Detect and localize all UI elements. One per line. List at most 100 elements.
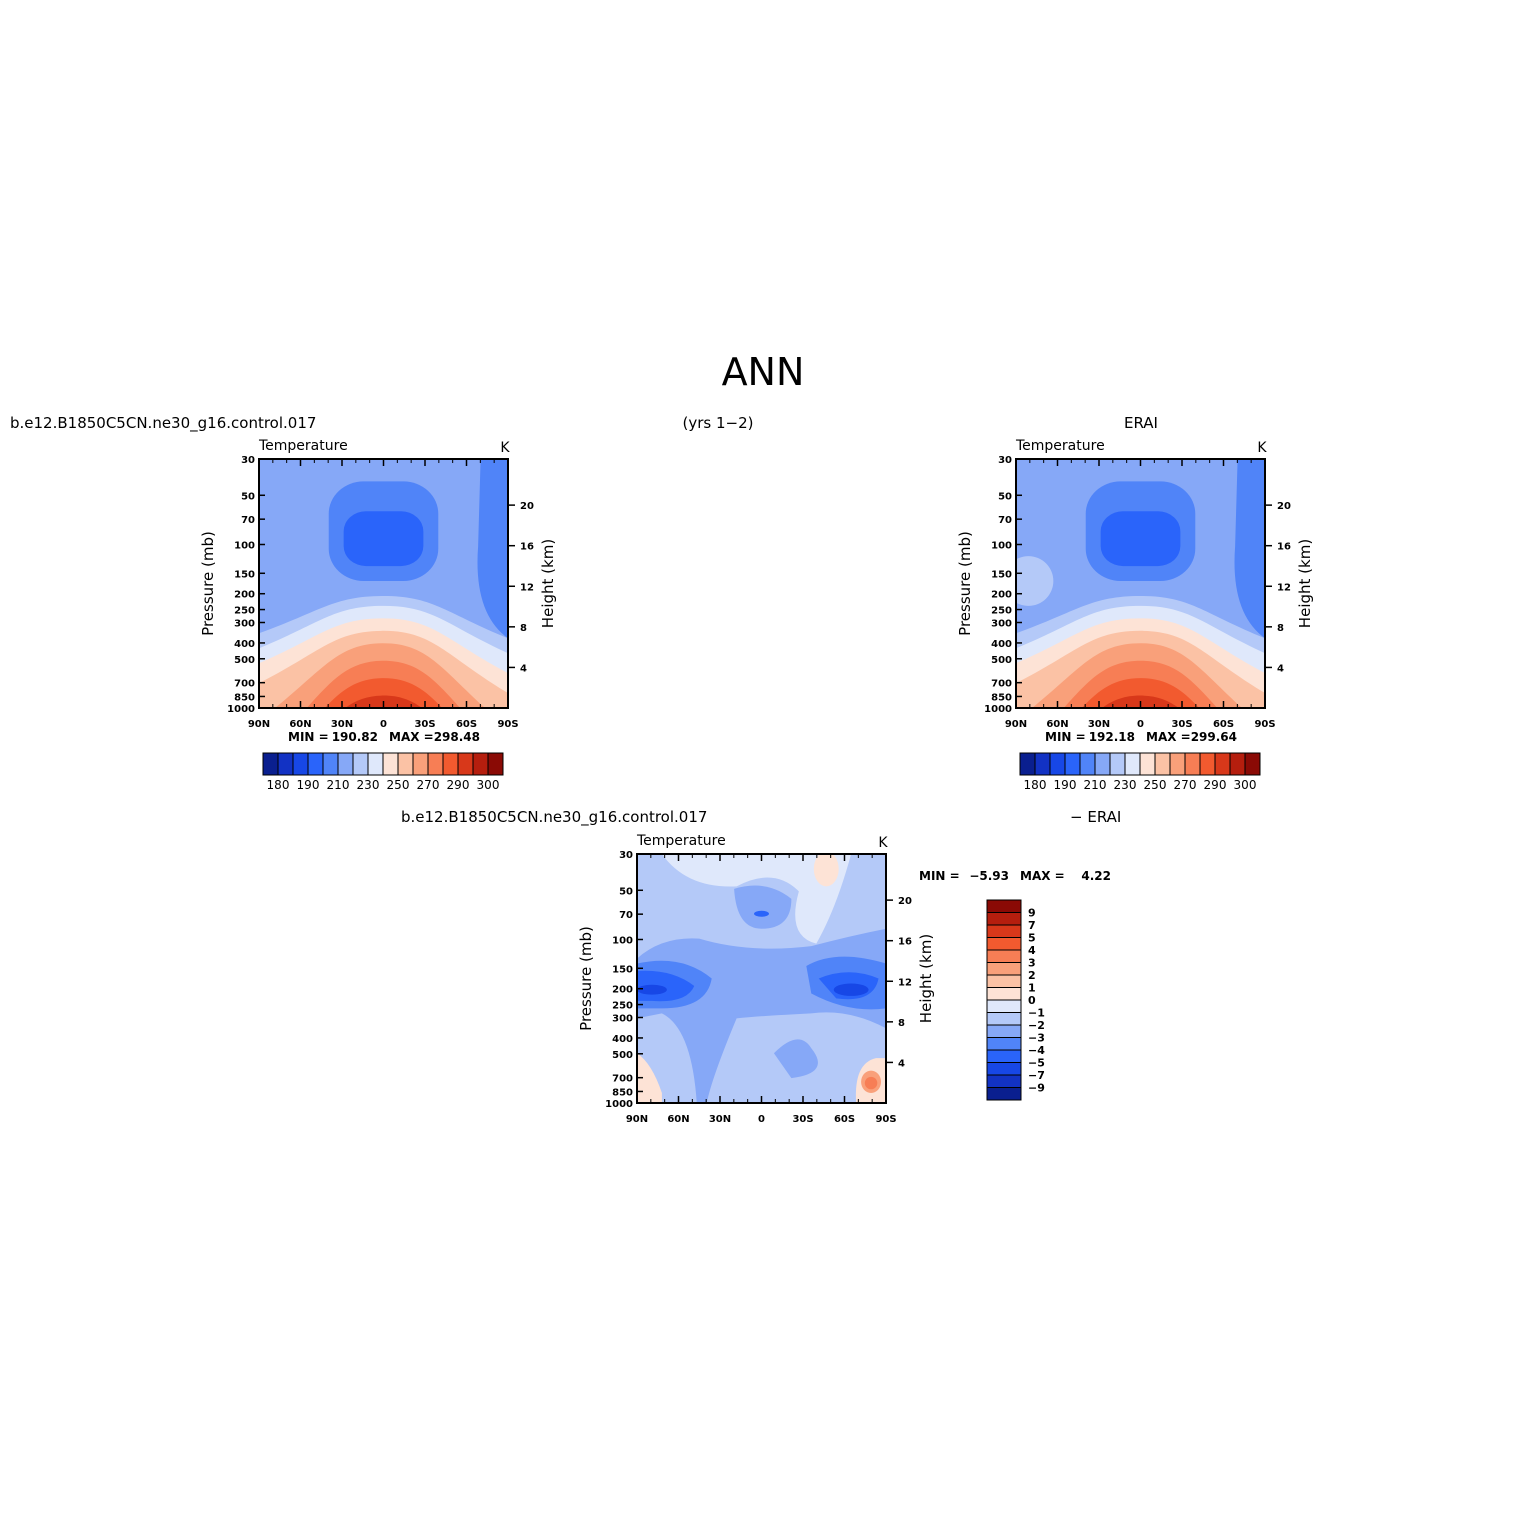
pressure-tick-label: 150 <box>234 569 255 580</box>
colorbar-swatch <box>986 949 1022 963</box>
height-tick-label: 4 <box>520 663 527 674</box>
colorbar-swatch <box>986 912 1022 926</box>
colorbar-label: 230 <box>357 778 380 792</box>
max-value: 4.22 <box>1081 869 1111 883</box>
pressure-tick-label: 500 <box>234 655 255 666</box>
pressure-tick-label: 250 <box>234 606 255 617</box>
colorbar-label: 1 <box>1028 982 1036 995</box>
contour-band-200 <box>343 511 424 567</box>
colorbar-label: 0 <box>1028 994 1036 1007</box>
colorbar-label: 180 <box>267 778 290 792</box>
colorbar-label: 300 <box>477 778 500 792</box>
colorbar-label: 210 <box>327 778 350 792</box>
lat-tick-label: 30N <box>1088 719 1110 730</box>
pressure-tick-label: 150 <box>991 569 1012 580</box>
pressure-tick-label: 70 <box>998 515 1012 526</box>
colorbar-swatch <box>1034 752 1051 776</box>
height-tick-label: 20 <box>520 501 534 512</box>
colorbar-label: 300 <box>1234 778 1257 792</box>
variable-label: Temperature <box>636 833 726 849</box>
colorbar-swatch <box>442 752 459 776</box>
lat-tick-label: 0 <box>380 719 387 730</box>
height-tick-label: 16 <box>520 542 534 553</box>
colorbar-swatch <box>412 752 429 776</box>
panel-diff: 305070100150200250300400500700850100090N… <box>577 833 1111 1125</box>
colorbar-swatch <box>262 752 279 776</box>
y-axis-label-right: Height (km) <box>1296 539 1314 628</box>
panel-diff-header-right: − ERAI <box>1070 808 1121 826</box>
pressure-tick-label: 150 <box>612 964 633 975</box>
colorbar-swatch <box>986 1012 1022 1026</box>
lat-tick-label: 30S <box>792 1114 813 1125</box>
colorbar-swatch <box>397 752 414 776</box>
pressure-tick-label: 1000 <box>605 1099 633 1110</box>
units-label: K <box>878 835 888 851</box>
colorbar-swatch <box>986 962 1022 976</box>
colorbar-label: 230 <box>1114 778 1137 792</box>
pressure-tick-label: 100 <box>234 540 255 551</box>
units-label: K <box>1257 440 1267 456</box>
pressure-tick-label: 70 <box>619 910 633 921</box>
colorbar-label: 180 <box>1024 778 1047 792</box>
colorbar-swatch <box>1124 752 1141 776</box>
lat-tick-label: 60N <box>667 1114 689 1125</box>
colorbar-swatch <box>986 1087 1022 1101</box>
colorbar-label: 250 <box>1144 778 1167 792</box>
pressure-tick-label: 700 <box>991 679 1012 690</box>
colorbar-swatch <box>337 752 354 776</box>
colorbar-label: 290 <box>1204 778 1227 792</box>
max-value: 298.48 <box>434 730 480 744</box>
contour-band-minus2-low <box>773 1039 818 1079</box>
height-tick-label: 20 <box>898 896 912 907</box>
colorbar-label: 270 <box>417 778 440 792</box>
colorbar-swatch <box>986 924 1022 938</box>
pressure-tick-label: 250 <box>991 606 1012 617</box>
pressure-tick-label: 100 <box>991 540 1012 551</box>
pressure-tick-label: 200 <box>612 985 633 996</box>
colorbar-label: −4 <box>1028 1044 1045 1057</box>
colorbar-swatch <box>1169 752 1186 776</box>
max-value: 299.64 <box>1191 730 1237 744</box>
colorbar-label: −3 <box>1028 1032 1045 1045</box>
min-value: 190.82 <box>332 730 378 744</box>
lat-tick-label: 30S <box>1171 719 1192 730</box>
colorbar-swatch <box>1244 752 1261 776</box>
height-tick-label: 12 <box>898 977 912 988</box>
colorbar-label: 2 <box>1028 969 1036 982</box>
colorbar-swatch <box>1019 752 1036 776</box>
colorbar-model: 180 190 210 230 250 270 290 300 <box>262 752 504 792</box>
variable-label: Temperature <box>258 438 348 454</box>
colorbar-swatch <box>986 1062 1022 1076</box>
pressure-tick-label: 50 <box>998 491 1012 502</box>
max-label: MAX = <box>389 730 434 744</box>
y-axis-label: Pressure (mb) <box>577 926 595 1031</box>
height-tick-label: 4 <box>898 1058 905 1069</box>
lat-tick-label: 60S <box>834 1114 855 1125</box>
pressure-tick-label: 400 <box>234 639 255 650</box>
panel-model: 305070100150200250300400500700850100090N… <box>199 438 557 744</box>
colorbar-swatch <box>277 752 294 776</box>
colorbar-swatch <box>1049 752 1066 776</box>
contour-band-plus1-top <box>813 854 839 887</box>
pressure-tick-label: 850 <box>234 692 255 703</box>
pressure-tick-label: 300 <box>612 1014 633 1025</box>
lat-tick-label: 0 <box>1137 719 1144 730</box>
panel-model-header: b.e12.B1850C5CN.ne30_g16.control.017 <box>10 414 316 433</box>
min-label: MIN = <box>288 730 329 744</box>
colorbar-swatch <box>307 752 324 776</box>
colorbar-swatch <box>1199 752 1216 776</box>
colorbar-obs: 180 190 210 230 250 270 290 300 <box>1019 752 1261 792</box>
contour-band-minus5-right <box>833 983 869 996</box>
contour-band-zero <box>661 854 852 944</box>
colorbar-label: 290 <box>447 778 470 792</box>
pressure-tick-label: 700 <box>234 679 255 690</box>
y-axis-label-right: Height (km) <box>539 539 557 628</box>
height-tick-label: 12 <box>520 582 534 593</box>
max-label: MAX = <box>1020 869 1065 883</box>
height-tick-label: 20 <box>1277 501 1291 512</box>
lat-tick-label: 30N <box>331 719 353 730</box>
colorbar-label: −7 <box>1028 1069 1045 1082</box>
colorbar-label: 9 <box>1028 907 1036 920</box>
colorbar-swatch <box>427 752 444 776</box>
lat-tick-label: 90S <box>1254 719 1275 730</box>
